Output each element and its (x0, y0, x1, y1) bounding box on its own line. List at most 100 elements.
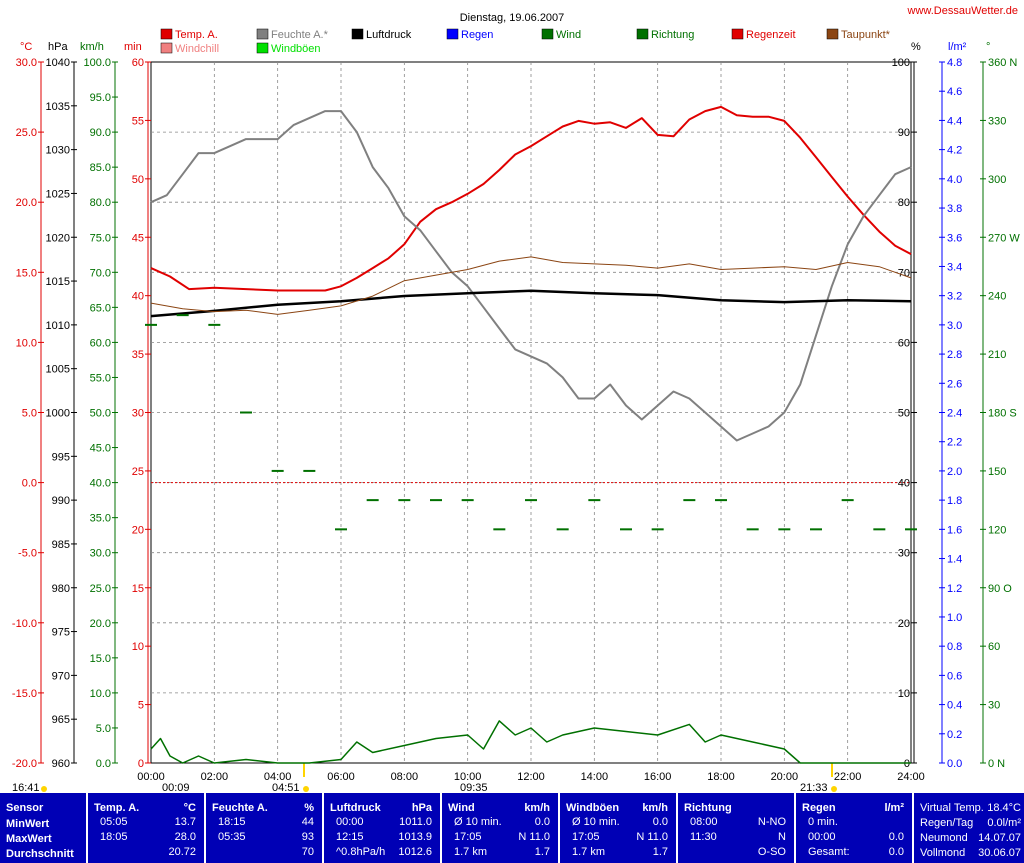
luftdruck-row-time: 00:00 (336, 816, 364, 828)
luftdruck-unit: hPa (411, 802, 432, 814)
pressure-axis-tick-label: 1015 (46, 276, 70, 288)
minutes-axis-tick-label: 0 (138, 758, 144, 770)
feuchte-row-time: 05:35 (218, 831, 246, 843)
legend-label: Windböen (271, 43, 321, 55)
wind-axis-tick-label: 50.0 (90, 408, 111, 420)
temp-unit: °C (183, 802, 196, 814)
legend-swatch (256, 28, 269, 40)
wind-panel: Wind km/h Ø 10 min. 0.0 17:05 N 11.0 1.7 km 1.7 (442, 793, 560, 863)
wind-row-value: 1.7 (534, 846, 550, 858)
direction-mark (240, 411, 252, 414)
stats-panel: Sensor MinWert MaxWert Durchschnitt Temp. A.… (0, 793, 1024, 863)
time-tick-label: 02:00 (201, 771, 229, 783)
pressure-axis-tick-label: 995 (52, 451, 70, 463)
legend-swatch (351, 28, 364, 40)
regen-panel: Regen l/m² 0 min. 00:00 0.0 Gesamt: 0.0 (796, 793, 914, 863)
luftdruck-title: Luftdruck (330, 802, 381, 814)
time-tick-label: 22:00 (834, 771, 862, 783)
rain-axis-tick-label: 3.0 (947, 320, 962, 332)
direction-mark (778, 528, 791, 531)
regen-row-value: 0.0 (888, 831, 904, 843)
humidity-axis-tick-label: 90 (898, 127, 910, 139)
legend-swatch (731, 28, 744, 40)
wind-axis-tick-label: 40.0 (90, 478, 111, 490)
legend-label: Richtung (651, 29, 694, 41)
pressure-axis-tick-label: 1030 (46, 145, 70, 157)
richtung-row-value: N-NO (757, 816, 786, 828)
windboeen-row-time: Ø 10 min. (572, 816, 620, 828)
direction-axis-tick-label: 330 (988, 115, 1006, 127)
rain-axis-tick-label: 0.4 (947, 700, 962, 712)
series-temp-a (150, 105, 912, 292)
rain-axis-tick-label: 3.2 (947, 291, 962, 303)
sun-icon (831, 786, 837, 792)
wind-axis-tick-label: 45.0 (90, 443, 111, 455)
weather-chart: Dienstag, 19.06.2007 www.DessauWetter.de T… (12, 5, 1020, 793)
minutes-axis-tick-label: 45 (132, 232, 144, 244)
temp-title: Temp. A. (94, 802, 140, 814)
direction-axis-tick-label: 0 N (988, 758, 1005, 770)
direction-axis-tick-label: 60 (988, 641, 1000, 653)
windboeen-row-value: 0.0 (652, 816, 668, 828)
rain-axis-tick-label: 0.2 (947, 729, 962, 741)
humidity-axis-tick-label: 50 (898, 408, 910, 420)
temp-axis-tick-label: 0.0 (22, 478, 37, 490)
direction-mark (556, 528, 569, 531)
rain-unit: l/m² (948, 41, 967, 53)
sunrise-time: 04:51 (272, 782, 300, 793)
temp-axis-tick-label: 15.0 (16, 267, 37, 279)
direction-mark (271, 469, 284, 472)
rain-axis-tick-label: 1.8 (947, 495, 962, 507)
luftdruck-row-time: 12:15 (336, 831, 364, 843)
direction-unit: ° (986, 41, 990, 53)
direction-axis-tick-label: 210 (988, 349, 1006, 361)
info-row-value: 14.07.07 (978, 832, 1021, 844)
time-tick-label: 16:00 (644, 771, 672, 783)
legend-label: Taupunkt* (841, 29, 891, 41)
minutes-axis-tick-label: 35 (132, 349, 144, 361)
wind-axis-tick-label: 55.0 (90, 372, 111, 384)
wind-row-time: 17:05 (454, 831, 482, 843)
moon-mark-time: 09:35 (460, 782, 488, 793)
direction-mark (810, 528, 822, 531)
wind-unit: km/h (80, 41, 104, 53)
direction-mark (746, 528, 759, 531)
wind-axis-tick-label: 10.0 (90, 688, 111, 700)
regen-row-time: 0 min. (808, 816, 838, 828)
feuchte-row-value: 70 (301, 846, 314, 858)
regen-row-time: 00:00 (808, 831, 836, 843)
time-tick-label: 18:00 (707, 771, 735, 783)
feuchte-row-value: 93 (301, 831, 314, 843)
time-tick-label: 04:00 (264, 771, 292, 783)
moon-icon (41, 786, 47, 792)
richtung-row-value: O-SO (757, 846, 786, 858)
wind-axis-tick-label: 20.0 (90, 618, 111, 630)
direction-mark (651, 528, 664, 531)
feuchte-row-time: 18:15 (218, 816, 246, 828)
rain-axis-tick-label: 1.4 (947, 554, 962, 566)
legend-label: Windchill (175, 43, 219, 55)
time-tick-label: 06:00 (327, 771, 355, 783)
richtung-title: Richtung (684, 802, 732, 814)
sensor-row-label: MaxWert (6, 833, 52, 845)
minutes-axis-tick-label: 10 (132, 641, 144, 653)
minutes-axis-tick-label: 55 (132, 115, 144, 127)
temp-panel: Temp. A. °C 05:05 13.7 18:05 28.0 20.72 (88, 793, 206, 863)
wind-row-value: N 11.0 (518, 831, 550, 843)
temp-axis-tick-label: 20.0 (16, 197, 37, 209)
direction-mark (461, 499, 474, 502)
wind-title: Wind (448, 802, 475, 814)
pressure-axis-tick-label: 960 (52, 758, 70, 770)
temp-row-value: 13.7 (174, 816, 196, 828)
windboeen-row-time: 1.7 km (572, 846, 606, 858)
legend-label: Regenzeit (746, 29, 796, 41)
windboeen-row-value: 1.7 (652, 846, 668, 858)
windboeen-unit: km/h (642, 802, 668, 814)
direction-mark (176, 314, 189, 317)
wind-axis-tick-label: 75.0 (90, 232, 111, 244)
rain-axis-tick-label: 2.0 (947, 466, 962, 478)
humidity-axis-tick-label: 60 (898, 337, 910, 349)
humidity-axis-tick-label: 10 (898, 688, 910, 700)
pressure-axis-tick-label: 1040 (46, 57, 70, 69)
wind-axis-tick-label: 80.0 (90, 197, 111, 209)
